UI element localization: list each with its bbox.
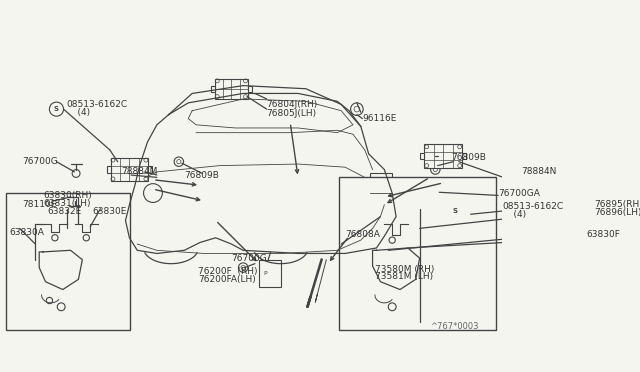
Circle shape <box>389 237 396 243</box>
Text: 78110E: 78110E <box>22 201 56 209</box>
Text: 76200FA(LH): 76200FA(LH) <box>198 275 256 284</box>
Circle shape <box>241 266 245 270</box>
Circle shape <box>46 297 52 304</box>
Circle shape <box>49 102 63 116</box>
Text: 63830A: 63830A <box>10 228 44 237</box>
Text: 63831(LH): 63831(LH) <box>43 199 91 208</box>
Circle shape <box>70 193 79 201</box>
Bar <box>111 158 148 181</box>
Text: P: P <box>264 272 267 276</box>
Bar <box>424 144 462 168</box>
Text: 63830(RH): 63830(RH) <box>43 191 92 200</box>
Circle shape <box>431 165 440 174</box>
Bar <box>248 86 252 92</box>
Circle shape <box>388 303 396 311</box>
Text: 76808A: 76808A <box>345 230 380 239</box>
Circle shape <box>433 167 437 171</box>
Circle shape <box>57 303 65 311</box>
Text: 63832E: 63832E <box>47 206 81 216</box>
Text: 73580M (RH): 73580M (RH) <box>375 264 435 274</box>
Text: 76896(LH): 76896(LH) <box>595 208 640 217</box>
Bar <box>148 166 152 173</box>
Circle shape <box>354 106 360 112</box>
Bar <box>211 86 215 92</box>
Text: (4): (4) <box>66 108 90 117</box>
Circle shape <box>431 188 440 198</box>
Text: (4): (4) <box>502 210 526 219</box>
Text: 63830E: 63830E <box>93 206 127 216</box>
Circle shape <box>72 170 80 177</box>
Text: 76200F  (RH): 76200F (RH) <box>198 267 258 276</box>
Bar <box>339 177 496 330</box>
Text: 76805J(LH): 76805J(LH) <box>267 109 317 118</box>
Text: S: S <box>54 106 59 112</box>
Circle shape <box>52 235 58 241</box>
Circle shape <box>239 263 248 272</box>
Text: S: S <box>452 208 458 214</box>
Bar <box>215 78 248 99</box>
Circle shape <box>351 103 363 115</box>
Text: ^767*0003: ^767*0003 <box>430 322 478 331</box>
Text: 78884M: 78884M <box>122 167 158 176</box>
Text: 63830F: 63830F <box>587 230 621 239</box>
Circle shape <box>433 191 437 195</box>
Text: 76895(RH): 76895(RH) <box>595 201 640 209</box>
Circle shape <box>177 160 181 164</box>
Text: 76809B: 76809B <box>451 153 486 162</box>
Bar <box>420 153 424 159</box>
Circle shape <box>143 184 163 202</box>
Text: 96116E: 96116E <box>362 114 397 123</box>
Text: 76700G: 76700G <box>232 254 267 263</box>
Text: 76804J(RH): 76804J(RH) <box>267 100 318 109</box>
Text: 08513-6162C: 08513-6162C <box>502 202 563 211</box>
Bar <box>370 173 392 205</box>
Circle shape <box>174 157 184 166</box>
Circle shape <box>448 204 462 218</box>
Bar <box>6 193 130 330</box>
Bar <box>107 166 111 173</box>
Text: 78884N: 78884N <box>522 167 557 176</box>
Text: 73581M (LH): 73581M (LH) <box>375 272 433 282</box>
Text: 76700G: 76700G <box>22 157 58 166</box>
Text: 76809B: 76809B <box>184 170 219 180</box>
Bar <box>462 153 466 159</box>
Circle shape <box>83 235 90 241</box>
Text: 08513-6162C: 08513-6162C <box>66 100 127 109</box>
Text: 76700GA: 76700GA <box>498 189 540 198</box>
Bar <box>259 260 281 287</box>
